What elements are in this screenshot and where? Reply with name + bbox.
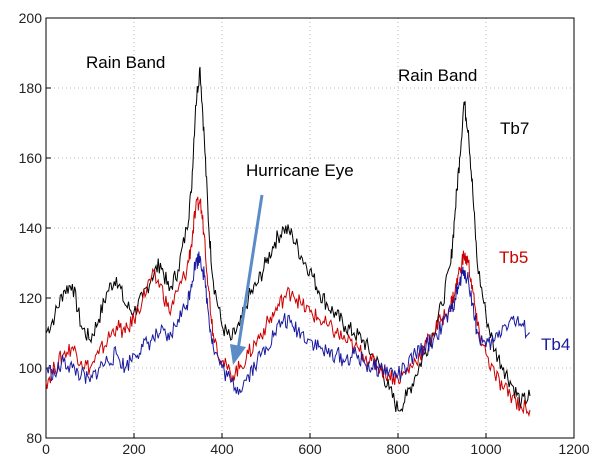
series-line-tb5 xyxy=(45,196,531,418)
x-tick-label: 600 xyxy=(298,441,322,457)
x-tick-label: 200 xyxy=(122,441,146,457)
axis-ticks: 0 200 400 600 800 1000 1200 80 100 120 140 160 180 20… xyxy=(19,10,590,457)
grid xyxy=(46,18,574,438)
y-tick-label: 180 xyxy=(19,80,43,96)
series-label-tb7: Tb7 xyxy=(500,119,529,138)
series-label-tb5: Tb5 xyxy=(499,248,528,267)
y-tick-label: 100 xyxy=(19,360,43,376)
y-tick-label: 200 xyxy=(19,10,43,26)
annotation-hurricane-eye: Hurricane Eye xyxy=(246,161,354,180)
annotation-rain-band-left: Rain Band xyxy=(86,53,165,72)
y-tick-label: 80 xyxy=(26,430,42,446)
annotation-rain-band-right: Rain Band xyxy=(398,66,477,85)
series-line-tb7 xyxy=(45,66,531,413)
x-tick-label: 400 xyxy=(210,441,234,457)
series-line-tb4 xyxy=(45,251,531,395)
y-tick-label: 160 xyxy=(19,150,43,166)
x-tick-label: 1000 xyxy=(470,441,501,457)
hurricane-eye-arrow xyxy=(230,194,264,365)
x-tick-label: 1200 xyxy=(558,441,589,457)
x-tick-label: 0 xyxy=(42,441,50,457)
x-tick-label: 800 xyxy=(386,441,410,457)
series-group xyxy=(45,66,531,418)
y-tick-label: 140 xyxy=(19,220,43,236)
y-tick-label: 120 xyxy=(19,290,43,306)
series-label-tb4: Tb4 xyxy=(541,335,570,354)
